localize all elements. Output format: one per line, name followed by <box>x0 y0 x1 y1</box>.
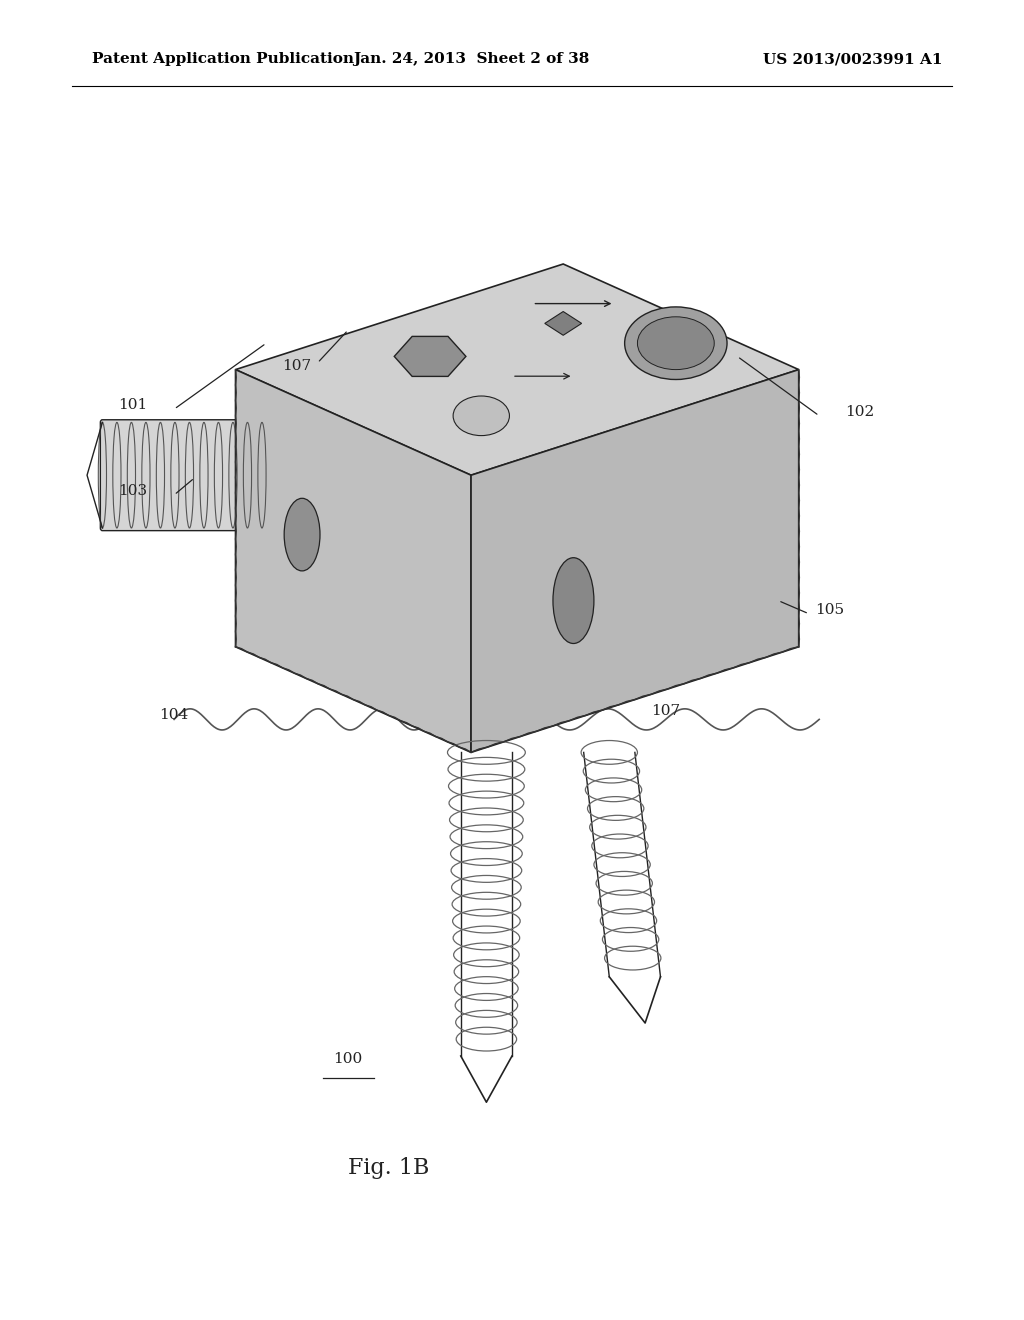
Text: Patent Application Publication: Patent Application Publication <box>92 53 354 66</box>
Ellipse shape <box>553 557 594 643</box>
Ellipse shape <box>453 396 510 436</box>
Text: 105: 105 <box>815 603 844 616</box>
FancyBboxPatch shape <box>100 420 279 531</box>
Polygon shape <box>236 370 471 752</box>
Text: 107: 107 <box>283 359 311 372</box>
Text: 103: 103 <box>119 484 147 498</box>
Ellipse shape <box>625 308 727 380</box>
Text: Jan. 24, 2013  Sheet 2 of 38: Jan. 24, 2013 Sheet 2 of 38 <box>353 53 589 66</box>
Text: 104: 104 <box>160 709 188 722</box>
Text: US 2013/0023991 A1: US 2013/0023991 A1 <box>763 53 942 66</box>
Polygon shape <box>394 337 466 376</box>
Text: 101: 101 <box>119 399 147 412</box>
Polygon shape <box>471 370 799 752</box>
Polygon shape <box>545 312 582 335</box>
Ellipse shape <box>637 317 715 370</box>
Text: 107: 107 <box>651 705 680 718</box>
Polygon shape <box>236 264 799 475</box>
Text: Fig. 1B: Fig. 1B <box>348 1158 430 1179</box>
Ellipse shape <box>284 499 319 572</box>
Text: 102: 102 <box>846 405 874 418</box>
Text: 100: 100 <box>334 1052 362 1065</box>
